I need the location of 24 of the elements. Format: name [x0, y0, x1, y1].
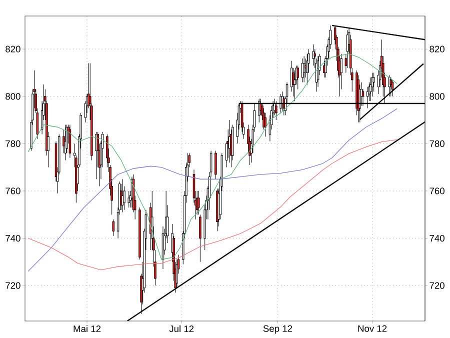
candlestick	[214, 150, 217, 180]
x-tick-label: Jul 12	[169, 325, 194, 332]
x-tick-label: Mai 12	[74, 325, 101, 332]
y-tick-label: 760	[6, 188, 20, 194]
y-tick-label: 800	[6, 93, 20, 100]
candlestick	[391, 80, 394, 97]
candlestick	[199, 214, 202, 262]
candlestick	[112, 219, 114, 236]
y2-tick-label: 740	[430, 234, 444, 242]
line-series	[28, 53, 398, 260]
y-tick-label: 720	[6, 282, 20, 289]
candlestick	[390, 77, 392, 97]
y2-tick-label: 760	[430, 188, 444, 194]
x-tick-label: Nov 12	[358, 325, 387, 332]
y-tick-label: 740	[6, 234, 20, 242]
candlestick	[292, 68, 294, 97]
y2-tick-label: 800	[430, 93, 444, 100]
y2-tick-label: 820	[430, 46, 444, 52]
y2-tick-label: 720	[430, 282, 444, 289]
y-tick-label: 820	[6, 46, 20, 52]
y2-tick-label: 780	[430, 140, 444, 147]
x-tick-label: Sep 12	[263, 325, 292, 334]
y-tick-label: 780	[6, 140, 20, 147]
line-series	[28, 139, 398, 270]
